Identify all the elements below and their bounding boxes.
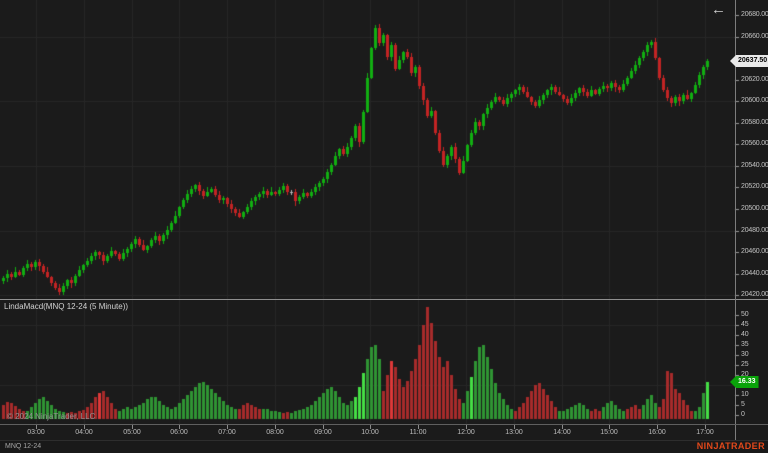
time-tick-label: 06:00 bbox=[170, 429, 188, 436]
axis-tick-label: 20540.00 bbox=[741, 162, 768, 169]
time-tick bbox=[705, 425, 706, 429]
time-tick-label: 09:00 bbox=[314, 429, 332, 436]
time-tick-label: 13:00 bbox=[505, 429, 523, 436]
axis-tick-label: 20480.00 bbox=[741, 227, 768, 234]
time-tick bbox=[132, 425, 133, 429]
axis-tick-label: 20680.00 bbox=[741, 11, 768, 18]
time-tick bbox=[36, 425, 37, 429]
time-tick-label: 04:00 bbox=[75, 429, 93, 436]
copyright-text: © 2024 NinjaTrader, LLC bbox=[7, 412, 96, 421]
time-tick bbox=[84, 425, 85, 429]
indicator-value-marker: 16.33 bbox=[730, 376, 759, 388]
time-tick-label: 12:00 bbox=[457, 429, 475, 436]
price-panel-canvas[interactable] bbox=[0, 0, 768, 299]
time-tick-label: 11:00 bbox=[409, 429, 427, 436]
axis-tick-label: 20520.00 bbox=[741, 183, 768, 190]
time-tick-label: 14:00 bbox=[553, 429, 571, 436]
indicator-label[interactable]: LindaMacd(MNQ 12-24 (5 Minute)) bbox=[4, 302, 129, 311]
axis-tick-label: 35 bbox=[741, 341, 749, 348]
indicator-panel-canvas[interactable] bbox=[0, 300, 768, 424]
axis-tick-label: 20 bbox=[741, 371, 749, 378]
time-tick-label: 03:00 bbox=[27, 429, 45, 436]
axis-tick-label: 10 bbox=[741, 391, 749, 398]
scroll-left-arrow-icon[interactable]: ← bbox=[711, 1, 726, 18]
price-axis-line bbox=[735, 0, 736, 440]
time-tick bbox=[370, 425, 371, 429]
axis-tick-label: 20660.00 bbox=[741, 33, 768, 40]
time-tick bbox=[609, 425, 610, 429]
axis-tick-label: 20600.00 bbox=[741, 97, 768, 104]
time-tick bbox=[514, 425, 515, 429]
axis-tick-label: 0 bbox=[741, 411, 745, 418]
axis-tick-label: 40 bbox=[741, 331, 749, 338]
time-tick-label: 16:00 bbox=[648, 429, 666, 436]
time-tick-label: 17:00 bbox=[696, 429, 714, 436]
axis-tick-label: 30 bbox=[741, 351, 749, 358]
time-tick bbox=[179, 425, 180, 429]
axis-tick-label: 20580.00 bbox=[741, 119, 768, 126]
time-tick-label: 15:00 bbox=[600, 429, 618, 436]
time-tick-label: 10:00 bbox=[361, 429, 379, 436]
time-tick bbox=[657, 425, 658, 429]
axis-tick-label: 20500.00 bbox=[741, 205, 768, 212]
axis-tick-label: 20460.00 bbox=[741, 248, 768, 255]
axis-tick-label: 50 bbox=[741, 311, 749, 318]
axis-tick-label: 20440.00 bbox=[741, 270, 768, 277]
instrument-tab[interactable]: MNQ 12-24 bbox=[5, 443, 42, 450]
time-tick bbox=[418, 425, 419, 429]
time-tick-label: 07:00 bbox=[218, 429, 236, 436]
panel-splitter[interactable] bbox=[0, 299, 768, 300]
time-tick bbox=[323, 425, 324, 429]
time-axis[interactable]: 03:00 04:00 05:00 06:00 07:00 08:00 09:00 10:00… bbox=[0, 425, 735, 440]
axis-tick-label: 25 bbox=[741, 361, 749, 368]
time-axis-line bbox=[0, 424, 768, 425]
time-tick-label: 08:00 bbox=[266, 429, 284, 436]
ninjatrader-logo: NINJATRADER bbox=[696, 441, 765, 451]
time-tick-label: 05:00 bbox=[123, 429, 141, 436]
time-tick bbox=[275, 425, 276, 429]
last-price-value: 20637.50 bbox=[738, 57, 768, 64]
time-tick bbox=[466, 425, 467, 429]
last-price-marker: 20637.50 bbox=[730, 55, 768, 67]
time-tick bbox=[227, 425, 228, 429]
axis-tick-label: 20420.00 bbox=[741, 291, 768, 298]
axis-tick-label: 20620.00 bbox=[741, 76, 768, 83]
axis-tick-label: 45 bbox=[741, 321, 749, 328]
axis-tick-label: 5 bbox=[741, 401, 745, 408]
indicator-last-value: 16.33 bbox=[738, 378, 756, 385]
time-tick bbox=[562, 425, 563, 429]
tab-strip: MNQ 12-24 NINJATRADER bbox=[0, 440, 768, 453]
axis-tick-label: 20560.00 bbox=[741, 140, 768, 147]
